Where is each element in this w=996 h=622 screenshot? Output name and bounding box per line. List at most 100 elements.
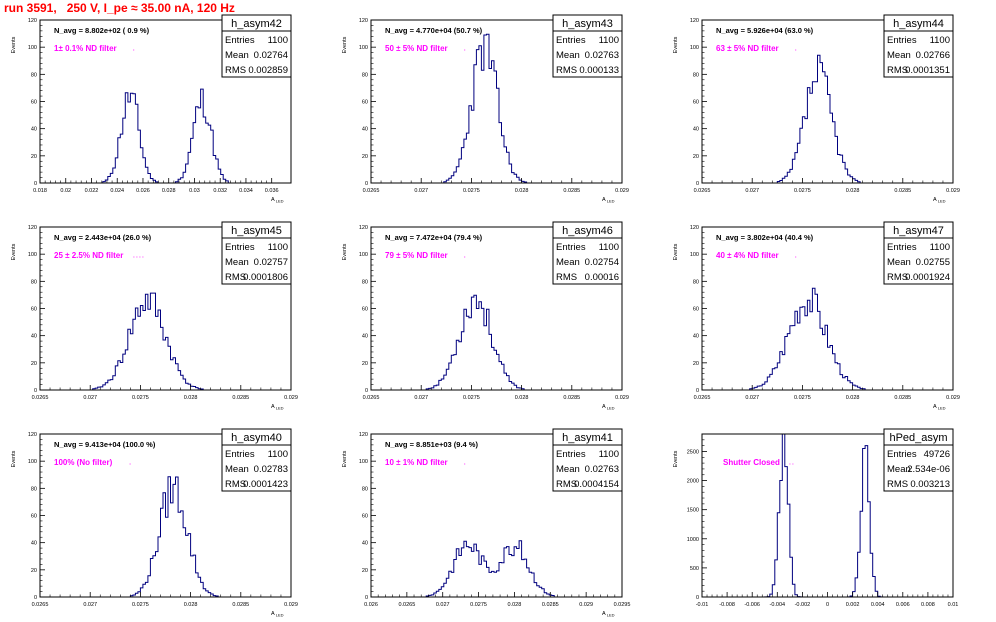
y-tick-label: 0 <box>365 388 368 394</box>
y-tick-label: 120 <box>690 18 699 24</box>
navg-label: N_avg = 7.472e+04 (79.4 %) <box>385 233 483 242</box>
x-tick-label: 0.0285 <box>563 395 580 401</box>
y-tick-label: 100 <box>359 459 368 465</box>
x-tick-label: 0.0275 <box>463 395 480 401</box>
x-tick-label: 0.029 <box>284 395 298 401</box>
y-tick-label: 20 <box>693 361 699 367</box>
stats-row-value: 1100 <box>268 242 288 253</box>
stats-title: h_asym43 <box>562 18 613 30</box>
y-tick-label: 120 <box>28 18 37 24</box>
stats-row-label: RMS <box>556 65 577 76</box>
stats-row-label: Mean <box>556 50 580 61</box>
x-tick-label: 0.029 <box>579 602 593 608</box>
x-tick-label: 0.006 <box>896 602 910 608</box>
filter-annotation: 40 ± 4% ND filter <box>716 251 779 260</box>
stats-row-label: Entries <box>225 35 255 46</box>
histogram-panel: 0.0265 0.027 0.0275 0.028 0.0285 0.029 0 20 40 60… <box>11 221 298 411</box>
x-tick-label: -0.004 <box>769 602 785 608</box>
stats-box: h_asym42 Entries 1100 Mean 0.02764 RMS 0.00285… <box>221 14 292 78</box>
stats-row-value: 0.000133 <box>579 65 619 76</box>
stats-box: h_asym40 Entries 1100 Mean 0.02783 RMS0.00014… <box>221 428 292 492</box>
x-tick-label: 0.032 <box>213 188 227 194</box>
stats-row-value: 0.002859 <box>248 65 288 76</box>
histogram-line <box>702 287 953 391</box>
histogram-panel: 0.0265 0.027 0.0275 0.028 0.0285 0.029 0 20 40 60… <box>11 428 298 618</box>
x-tick-label: 0.027 <box>83 395 97 401</box>
x-tick-label: 0.0285 <box>232 602 249 608</box>
x-tick-label: 0.029 <box>946 395 960 401</box>
x-tick-label: 0.0265 <box>363 395 380 401</box>
y-tick-label: 40 <box>31 127 37 133</box>
stats-row-value: 0.0004154 <box>574 479 619 490</box>
y-tick-label: 20 <box>362 154 368 160</box>
stats-row-label: RMS <box>225 272 246 283</box>
y-tick-label: 80 <box>31 279 37 285</box>
stats-box: h_asym41 Entries 1100 Mean 0.02763 RMS0.00041… <box>552 428 623 492</box>
x-axis-label: A LED <box>602 611 615 618</box>
y-axis-label: Events <box>342 243 348 260</box>
x-tick-label: 0.027 <box>436 602 450 608</box>
x-tick-label: 0.0275 <box>132 602 149 608</box>
stats-box: h_asym44 Entries 1100 Mean 0.02766 RMS0.00013… <box>883 14 954 78</box>
x-tick-label: 0.0285 <box>563 188 580 194</box>
y-axis-label: Events <box>11 243 17 260</box>
x-tick-label: 0.0265 <box>363 188 380 194</box>
stats-title: h_asym47 <box>893 225 944 237</box>
filter-annotation: 10 ± 1% ND filter <box>385 458 448 467</box>
run-title: run 3591, 250 V, I_pe ≈ 35.00 nA, 120 Hz <box>4 1 235 15</box>
stats-box: h_asym46 Entries 1100 Mean 0.02754 RMS 0.00016 <box>552 221 623 285</box>
stats-row-value: 49726 <box>924 449 950 460</box>
x-tick-label: 0.0285 <box>894 188 911 194</box>
y-tick-label: 0 <box>34 388 37 394</box>
x-tick-label: 0.026 <box>364 602 378 608</box>
y-tick-label: 0 <box>696 388 699 394</box>
filter-annotation: 79 ± 5% ND filter <box>385 251 448 260</box>
x-tick-label: 0.029 <box>946 188 960 194</box>
y-axis-label: Events <box>673 243 679 260</box>
stats-row-value: 0.02766 <box>916 50 950 61</box>
stats-row-value: 0.02763 <box>585 50 619 61</box>
stats-row-value: 0.02763 <box>585 464 619 475</box>
stats-title: h_asym40 <box>231 432 282 444</box>
x-axis-label: A LED <box>602 197 615 204</box>
navg-label: N_avg = 8.851e+03 (9.4 %) <box>385 440 478 449</box>
y-tick-label: 40 <box>693 127 699 133</box>
histogram-line <box>371 294 622 391</box>
x-tick-label: 0.0285 <box>232 395 249 401</box>
stats-row-value: 0.0001806 <box>243 272 288 283</box>
stats-title: h_asym44 <box>893 18 944 30</box>
y-axis-label: Events <box>673 36 679 53</box>
stats-row-value: 0.02754 <box>585 257 619 268</box>
x-tick-label: 0.028 <box>162 188 176 194</box>
histogram-line <box>371 540 622 598</box>
y-tick-label: 60 <box>693 100 699 106</box>
y-tick-label: 60 <box>362 514 368 520</box>
stats-row-value: 0.02764 <box>254 50 288 61</box>
navg-label: N_avg = 9.413e+04 (100.0 %) <box>54 440 156 449</box>
y-tick-label: 40 <box>693 334 699 340</box>
filter-annotation: 25 ± 2.5% ND filter <box>54 251 123 260</box>
y-tick-label: 0 <box>696 181 699 187</box>
x-tick-label: 0.0265 <box>694 395 711 401</box>
stats-row-value: 0.02757 <box>254 257 288 268</box>
y-tick-label: 60 <box>362 307 368 313</box>
y-tick-label: 20 <box>362 568 368 574</box>
y-tick-label: 100 <box>690 45 699 51</box>
stats-title: h_asym42 <box>231 18 282 30</box>
stats-row-label: Entries <box>887 35 917 46</box>
filter-annotation: 1± 0.1% ND filter <box>54 44 117 53</box>
stats-box: h_asym45 Entries 1100 Mean 0.02757 RMS0.00018… <box>221 221 292 285</box>
y-tick-label: 40 <box>31 541 37 547</box>
x-axis-label: A LED <box>271 197 284 204</box>
x-tick-label: 0.0275 <box>470 602 487 608</box>
stats-row-value: 0.003213 <box>910 479 950 490</box>
x-tick-label: -0.002 <box>795 602 811 608</box>
y-tick-label: 500 <box>690 566 699 572</box>
x-tick-label: 0.0285 <box>542 602 559 608</box>
x-tick-label: 0.028 <box>846 395 860 401</box>
y-tick-label: 2500 <box>687 449 699 455</box>
stats-row-value: 0.00016 <box>585 272 619 283</box>
stats-row-label: RMS <box>887 272 908 283</box>
x-axis-label: A LED <box>271 611 284 618</box>
